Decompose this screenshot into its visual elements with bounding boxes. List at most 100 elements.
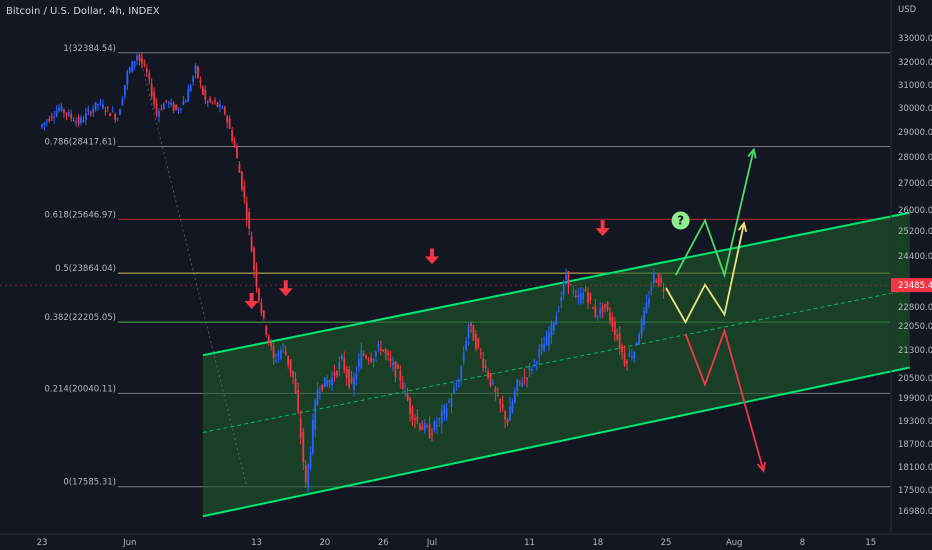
- candle-body: [453, 388, 455, 394]
- resistance-arrow: [595, 220, 610, 237]
- candle-body: [131, 61, 134, 73]
- candle-body: [633, 351, 636, 359]
- candle-body: [92, 108, 95, 113]
- candle-body: [377, 344, 380, 348]
- candle-body: [336, 371, 338, 376]
- candle-body: [75, 121, 78, 123]
- candle-body: [236, 146, 238, 159]
- candle-body: [97, 103, 99, 106]
- candle-body: [467, 325, 470, 339]
- candle-body: [102, 104, 104, 109]
- x-tick-label: Jul: [426, 538, 437, 548]
- candle-body: [187, 89, 190, 102]
- candle-body: [275, 360, 277, 362]
- resistance-arrow: [425, 248, 439, 265]
- candle-body: [162, 103, 165, 110]
- candle-body: [318, 392, 321, 394]
- scenario-arrowhead: [737, 221, 748, 233]
- x-tick-label: 18: [592, 538, 603, 548]
- candle-body: [77, 116, 80, 124]
- candle-body: [272, 345, 275, 359]
- candle-body: [418, 423, 421, 430]
- candle-body: [350, 377, 353, 383]
- y-tick-label: 18700.00: [898, 440, 932, 450]
- y-tick-label: 22800.00: [898, 303, 932, 313]
- candle-body: [282, 344, 285, 347]
- candle-body: [89, 112, 92, 115]
- scenario-neutral: [665, 222, 745, 325]
- x-tick-label: 25: [661, 538, 672, 548]
- candle-body: [216, 102, 219, 107]
- y-tick-label: 18100.00: [898, 463, 932, 473]
- candle-body: [348, 368, 351, 388]
- candle-body: [594, 306, 597, 317]
- resistance-arrow: [278, 280, 293, 297]
- candle-body: [60, 105, 63, 111]
- candle-body: [87, 109, 90, 112]
- candle-body: [111, 111, 114, 113]
- candle-body: [609, 312, 611, 321]
- candle-body: [355, 373, 358, 379]
- candle-body: [435, 425, 438, 427]
- x-tick-label: 15: [865, 538, 876, 548]
- candle-body: [221, 107, 224, 109]
- candle-body: [640, 319, 643, 335]
- candle-body: [574, 295, 577, 297]
- candle-body: [538, 348, 541, 358]
- candle-body: [119, 109, 121, 116]
- candle-body: [243, 186, 246, 198]
- candle-body: [396, 365, 399, 369]
- candle-body: [321, 384, 324, 391]
- y-tick-label: 29000.00: [898, 128, 932, 138]
- candle-body: [584, 289, 587, 292]
- candle-body: [267, 335, 270, 343]
- scenario-arrowhead: [756, 461, 766, 473]
- candle-body: [496, 394, 499, 396]
- channel-fill: [202, 212, 910, 517]
- scenarios: [665, 147, 766, 473]
- y-tick-label: 30000.00: [898, 104, 932, 114]
- candle-body: [487, 371, 489, 378]
- candle-body: [289, 359, 292, 373]
- candle-body: [650, 287, 653, 291]
- candle-body: [535, 362, 538, 364]
- current-price-label: 23485.46: [898, 281, 932, 291]
- candle-body: [314, 400, 317, 430]
- candle-body: [209, 97, 212, 102]
- candle-body: [394, 361, 397, 378]
- candle-body: [484, 365, 487, 368]
- candle-body: [58, 107, 60, 112]
- candle-body: [428, 424, 431, 439]
- candle-body: [489, 373, 492, 386]
- candle-body: [123, 85, 126, 96]
- candle-body: [197, 66, 199, 78]
- y-tick-label: 16980.00: [898, 507, 932, 517]
- candle-body: [372, 358, 375, 363]
- currency-label: USD: [898, 5, 917, 15]
- candle-body: [211, 101, 214, 103]
- candle-body: [384, 349, 387, 354]
- candle-body: [560, 297, 563, 301]
- candle-body: [528, 366, 531, 370]
- candle-body: [416, 416, 419, 421]
- candle-body: [589, 292, 592, 301]
- candle-body: [238, 164, 241, 173]
- candle-body: [504, 411, 507, 420]
- candle-body: [582, 292, 585, 300]
- candle-body: [445, 408, 448, 418]
- candle-body: [226, 116, 229, 123]
- candle-body: [557, 310, 560, 312]
- candle-body: [404, 388, 407, 390]
- candle-body: [460, 366, 463, 379]
- y-tick-label: 24400.00: [898, 252, 932, 262]
- candle-body: [448, 400, 450, 402]
- y-tick-label: 22050.00: [898, 322, 932, 332]
- candle-body: [638, 334, 641, 345]
- candle-body: [370, 358, 372, 362]
- candle-body: [357, 359, 360, 367]
- question-badge: [671, 211, 690, 230]
- scenario-bearish: [684, 327, 765, 472]
- candle-body: [399, 370, 402, 381]
